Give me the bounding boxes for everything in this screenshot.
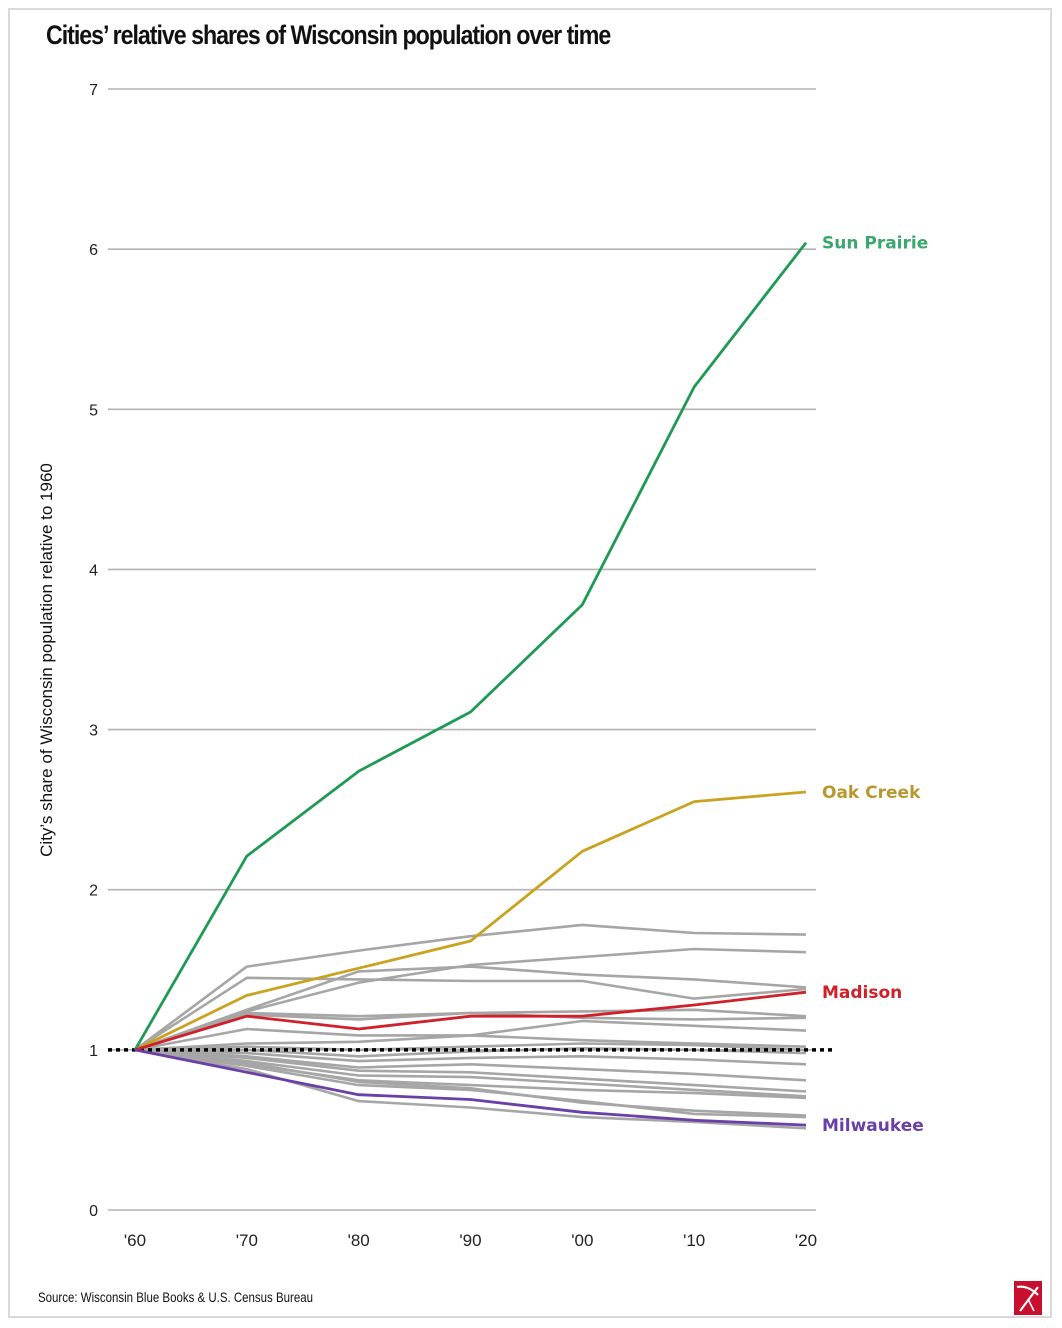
x-tick-label: '20 [795, 1231, 817, 1250]
series-label-milwaukee: Milwaukee [822, 1116, 924, 1136]
series-line-sun-prairie [133, 241, 808, 1051]
series-label-oak-creek: Oak Creek [822, 783, 921, 803]
y-tick-label: 0 [89, 1203, 98, 1220]
series-line-other-city-17 [134, 1048, 807, 1119]
y-axis-label: City’s share of Wisconsin population rel… [37, 463, 56, 857]
y-tick-label: 6 [89, 242, 98, 259]
x-tick-label: '90 [459, 1231, 481, 1250]
x-tick-label: '10 [683, 1231, 705, 1250]
series-line-other-city-6 [134, 1011, 807, 1052]
series-line-oak-creek [134, 790, 807, 1052]
chart-title: Cities’ relative shares of Wisconsin pop… [46, 20, 611, 50]
series-label-madison: Madison [822, 983, 902, 1003]
y-tick-label: 7 [89, 82, 98, 99]
series-line-other-city-13 [134, 1048, 807, 1093]
series-line-other-city-4 [134, 965, 807, 1052]
series-labels: Sun Prairie Oak Creek Madison Milwaukee [822, 234, 928, 1136]
y-axis-ticks: 0 1 2 3 4 5 6 7 [89, 82, 98, 1220]
series-line-other-city-18 [134, 1048, 807, 1130]
series-line-madison [134, 990, 807, 1052]
series-line-other-city-1 [134, 923, 807, 1051]
series-line-other-city-9 [134, 1042, 807, 1052]
chart-frame [8, 8, 1052, 1318]
series-label-sun-prairie: Sun Prairie [822, 234, 928, 254]
series-line-other-city-11 [134, 1048, 807, 1066]
series-line-milwaukee [134, 1048, 807, 1127]
x-tick-label: '80 [348, 1231, 370, 1250]
series-line-other-city-12 [134, 1048, 807, 1082]
series-line-other-city-8 [134, 1034, 807, 1052]
other-city-lines [134, 923, 807, 1130]
source-note: Source: Wisconsin Blue Books & U.S. Cens… [38, 1289, 314, 1305]
x-tick-label: '00 [571, 1231, 593, 1250]
x-axis-ticks: '60 '70 '80 '90 '00 '10 '20 [124, 1231, 817, 1250]
gridlines [108, 88, 816, 1211]
highlighted-city-lines [133, 241, 808, 1127]
pickaxe-logo-icon [1014, 1281, 1042, 1315]
x-tick-label: '60 [124, 1231, 146, 1250]
series-line-other-city-14 [134, 1048, 807, 1098]
y-tick-label: 1 [89, 1043, 98, 1060]
series-line-other-city-3 [134, 976, 807, 1051]
series-line-other-city-2 [134, 947, 807, 1052]
y-tick-label: 3 [89, 723, 98, 740]
y-tick-label: 2 [89, 883, 98, 900]
y-tick-label: 5 [89, 402, 98, 419]
y-tick-label: 4 [89, 562, 98, 579]
x-tick-label: '70 [236, 1231, 258, 1250]
series-line-other-city-16 [134, 1048, 807, 1117]
series-line-other-city-15 [134, 1048, 807, 1100]
